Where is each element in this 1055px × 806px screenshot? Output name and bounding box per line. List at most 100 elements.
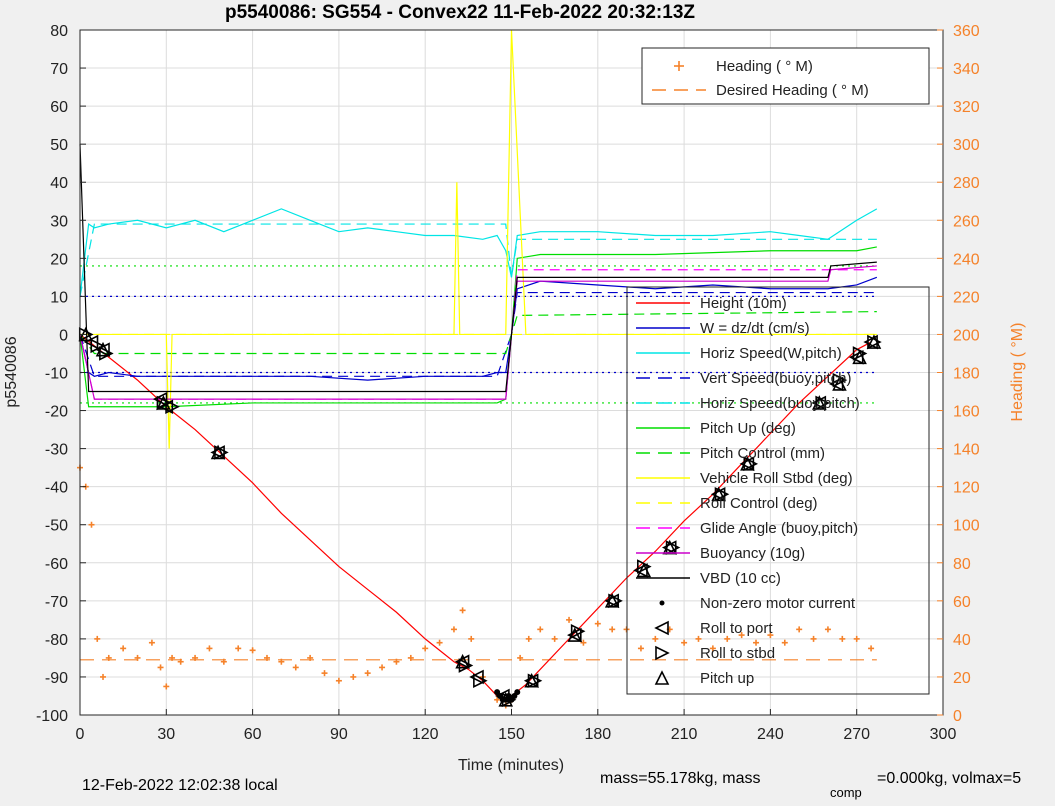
heading-point [839, 635, 846, 642]
legend-label: Horiz Speed(buoy,pitch) [700, 395, 860, 412]
roll-to-stbd-marker [156, 395, 172, 411]
series-line [79, 333, 872, 701]
x-tick-label: 240 [757, 726, 784, 743]
x-tick-label: 210 [671, 726, 698, 743]
roll-to-port-marker [469, 669, 484, 685]
x-tick-label: 150 [498, 726, 525, 743]
legend-label: Roll to port [700, 620, 773, 637]
series-line [79, 144, 877, 393]
pitch-up-marker [852, 349, 867, 365]
heading-point [169, 654, 176, 661]
heading-point [436, 639, 443, 646]
y2-tick-label: 340 [953, 61, 980, 78]
y2-tick-label: 20 [953, 670, 971, 687]
series-line [79, 208, 878, 297]
heading-point [292, 664, 299, 671]
legend-label: Vert Speed(buoy,pitch) [700, 370, 851, 387]
x-tick-label: 90 [330, 726, 348, 743]
pitch-up-marker [740, 456, 755, 471]
footer-comp-subscript: comp [830, 785, 862, 800]
y-tick-label: -100 [36, 708, 68, 725]
roll-to-port-marker [710, 486, 726, 502]
legend-heading-label: Heading ( ° M) [716, 58, 813, 75]
x-axis-label: Time (minutes) [458, 757, 564, 774]
y-tick-label: 10 [50, 289, 68, 306]
x-tick-label: 0 [76, 726, 85, 743]
heading-point [192, 654, 199, 661]
heading-point [738, 632, 745, 639]
series-line [79, 223, 877, 297]
pitch-up-marker [604, 593, 620, 608]
y2-tick-label: 260 [953, 213, 980, 230]
y2-tick-label: 60 [953, 594, 971, 611]
heading-point [796, 626, 803, 633]
y-tick-label: -30 [45, 442, 68, 459]
heading-point [94, 635, 101, 642]
y-tick-label: -70 [45, 594, 68, 611]
pitch-up-marker [832, 376, 847, 391]
roll-to-port-marker [604, 593, 619, 609]
legend-heading-box [641, 47, 930, 105]
pitch-up-marker [524, 672, 539, 688]
y-axis-label: p5540086 [3, 336, 20, 407]
ticks-group: 0 30 60 90 120 150 180 210 240 270 300807060504030… [36, 23, 980, 743]
heading-point [753, 639, 760, 646]
y2-tick-label: 120 [953, 480, 980, 497]
heading-point [824, 626, 831, 633]
y-tick-label: 20 [50, 251, 68, 268]
roll-to-port-marker [523, 673, 539, 689]
roll-to-stbd-marker [867, 334, 882, 350]
heading-point [459, 607, 466, 614]
y2-tick-label: 80 [953, 556, 971, 573]
y2-tick-label: 40 [953, 632, 971, 649]
y2-axis-label: Heading ( °M) [1009, 323, 1026, 422]
series-line [79, 311, 877, 355]
y2-tick-label: 0 [953, 708, 962, 725]
roll-to-port-marker [811, 395, 827, 411]
legend-main: Height (10m) W = dz/dt (cm/s) Horiz Speed(… [626, 286, 930, 695]
pitch-up-marker [210, 444, 226, 460]
pitch-up-marker [711, 486, 726, 502]
heading-point [350, 673, 357, 680]
series-line [79, 276, 878, 381]
y-tick-label: -10 [45, 366, 68, 383]
roll-to-stbd-marker [165, 399, 180, 415]
heading-point [321, 670, 328, 677]
y-tick-label: -40 [45, 480, 68, 497]
heading-point [594, 620, 601, 627]
heading-point [163, 683, 170, 690]
y2-tick-label: 180 [953, 366, 980, 383]
y-tick-label: -90 [45, 670, 68, 687]
y-tick-label: 70 [50, 61, 68, 78]
heading-point [868, 645, 875, 652]
legend-swatch [654, 620, 669, 636]
heading-point [379, 664, 386, 671]
y-tick-label: -80 [45, 632, 68, 649]
heading-point [157, 664, 164, 671]
x-tick-label: 60 [244, 726, 262, 743]
heading-point [148, 639, 155, 646]
x-tick-label: 30 [157, 726, 175, 743]
heading-point [335, 677, 342, 684]
roll-to-port-marker [739, 456, 755, 472]
legend-label: Pitch up [700, 670, 754, 687]
legend-label: Roll Control (deg) [700, 495, 818, 512]
series-line [79, 291, 877, 377]
footer-local-time: 12-Feb-2022 12:02:38 local [82, 777, 278, 794]
y2-tick-label: 220 [953, 289, 980, 306]
heading-point [88, 521, 95, 528]
heading-point [551, 635, 558, 642]
heading-point [724, 635, 731, 642]
motor-current-point [514, 689, 521, 696]
footer-comp-rest: =0.000kg, volmax=5 [877, 770, 1021, 787]
heading-point [407, 654, 414, 661]
legend-label: W = dz/dt (cm/s) [700, 320, 810, 337]
y-tick-label: 60 [50, 99, 68, 116]
pitch-up-marker [156, 395, 171, 410]
heading-point [468, 635, 475, 642]
roll-to-stbd-marker [90, 338, 106, 354]
roll-to-stbd-marker [473, 673, 488, 689]
heading-point [249, 647, 256, 654]
heading-point [263, 654, 270, 661]
footer-mass: mass=55.178kg, mass [600, 770, 761, 787]
